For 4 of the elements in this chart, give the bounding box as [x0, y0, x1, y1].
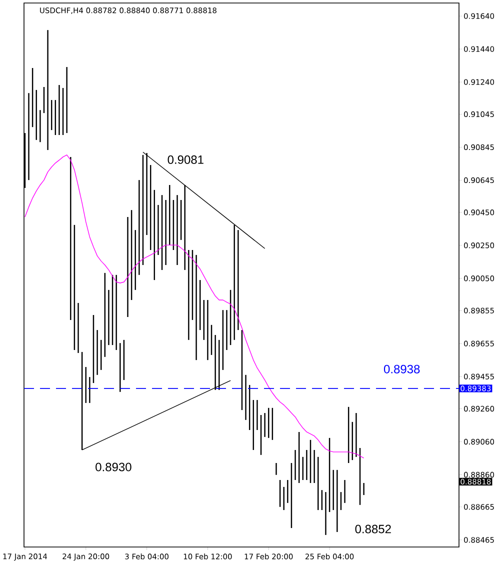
annotation: 0.8852	[355, 524, 391, 534]
annotation: 0.8930	[96, 462, 132, 472]
annotation: 0.9081	[168, 155, 204, 164]
text: 0.8938	[384, 364, 420, 374]
